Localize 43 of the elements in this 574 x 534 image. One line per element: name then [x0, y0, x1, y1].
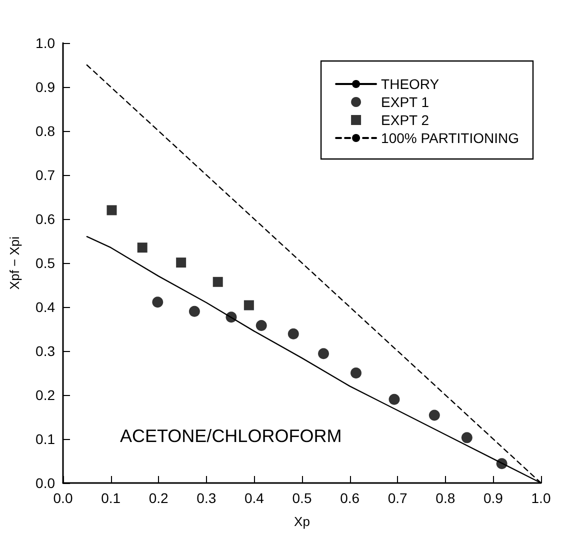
point — [288, 328, 299, 340]
point — [244, 300, 254, 310]
x-tick-label: 1.0 — [531, 490, 551, 506]
legend-label: THEORY — [381, 76, 440, 92]
y-tick-label: 0.6 — [36, 211, 56, 227]
point — [461, 432, 472, 444]
x-tick-label: 0.8 — [436, 490, 456, 506]
point — [137, 242, 148, 253]
legend-label: 100% PARTITIONING — [381, 130, 520, 146]
y-tick-label: 0.1 — [36, 431, 56, 447]
x-tick-label: 0.5 — [292, 490, 312, 506]
x-tick-label: 0.7 — [388, 490, 408, 506]
y-tick-label: 0.5 — [36, 255, 56, 271]
legend-label: EXPT 2 — [381, 112, 430, 128]
y-tick-label: 0.2 — [36, 387, 56, 403]
y-tick-label: 1.0 — [36, 35, 56, 51]
x-tick-label: 0.0 — [53, 490, 73, 506]
point — [106, 205, 117, 216]
x-tick-label: 0.4 — [244, 490, 264, 506]
y-tick-label: 0.4 — [36, 299, 56, 315]
point — [212, 276, 223, 287]
point — [176, 258, 186, 268]
y-axis-title: Xpf − Xpi — [7, 236, 22, 290]
y-tick-label: 0.9 — [36, 79, 56, 95]
point — [256, 320, 267, 331]
y-tick-label: 0.0 — [36, 475, 56, 491]
x-tick-label: 0.9 — [483, 490, 504, 506]
point — [428, 410, 440, 421]
x-axis-title: Xp — [294, 514, 310, 529]
x-tick-label: 0.2 — [148, 490, 169, 506]
legend-label: EXPT 1 — [381, 94, 430, 110]
annotation: ACETONE/CHLOROFORM — [120, 426, 342, 446]
x-tick-label: 0.3 — [196, 490, 216, 506]
point — [350, 368, 362, 378]
y-tick-label: 0.3 — [36, 343, 56, 359]
y-tick-label: 0.7 — [36, 167, 56, 183]
x-tick-label: 0.1 — [101, 490, 121, 506]
point — [188, 306, 200, 317]
y-tick-label: 0.8 — [36, 123, 56, 139]
point — [318, 348, 330, 360]
point — [152, 296, 164, 308]
point — [388, 394, 400, 405]
x-tick-label: 0.6 — [340, 490, 360, 506]
